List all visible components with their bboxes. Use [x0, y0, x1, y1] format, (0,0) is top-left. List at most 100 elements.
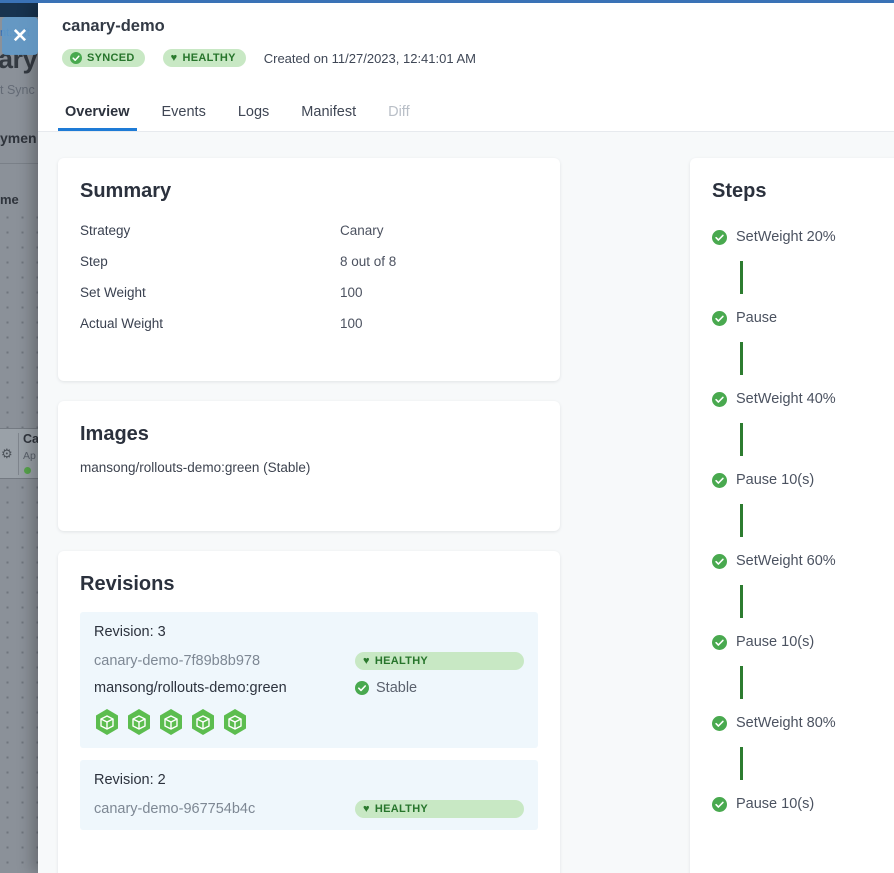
summary-label: Set Weight	[80, 285, 146, 300]
step-item: SetWeight 40%	[712, 391, 894, 407]
replicaset-health-badge: ♥ HEALTHY	[355, 800, 524, 818]
background-section-fragment: ymen	[0, 130, 37, 146]
summary-card-title: Summary	[80, 180, 172, 202]
summary-label: Actual Weight	[80, 316, 164, 331]
background-dot-grid	[0, 210, 38, 873]
step-label: Pause 10(s)	[736, 634, 815, 650]
background-card-fragment: ⚙ Ca Ap	[0, 428, 38, 479]
step-item: Pause 10(s)	[712, 634, 894, 650]
step-item: SetWeight 60%	[712, 553, 894, 569]
step-check-icon	[712, 229, 727, 245]
check-circle-icon	[355, 681, 369, 695]
summary-value: 8 out of 8	[340, 254, 397, 269]
green-status-dot	[24, 467, 31, 474]
image-item: mansong/rollouts-demo:green (Stable)	[80, 460, 311, 475]
step-item: Pause 10(s)	[712, 472, 894, 488]
step-connector	[740, 261, 743, 294]
tab-bar: Overview Events Logs Manifest Diff	[38, 95, 894, 132]
summary-row-set-weight: Set Weight 100	[80, 277, 538, 308]
step-item: SetWeight 80%	[712, 715, 894, 731]
tab-events[interactable]: Events	[161, 103, 206, 120]
step-item: Pause	[712, 310, 894, 326]
summary-row-strategy: Strategy Canary	[80, 215, 538, 246]
stable-indicator: Stable	[355, 680, 524, 696]
overview-tab-content: Summary Strategy Canary Step 8 out of 8 …	[38, 132, 894, 873]
background-page: nt:soft ary- t Sync ymen me ⚙ Ca Ap	[0, 0, 38, 873]
steps-card-title: Steps	[712, 180, 767, 202]
sync-status-badge: SYNCED	[62, 49, 145, 67]
step-item: Pause 10(s)	[712, 796, 894, 812]
step-connector	[740, 666, 743, 699]
summary-value: 100	[340, 316, 363, 331]
revisions-card: Revisions Revision: 3 canary-demo-7f89b8…	[58, 551, 560, 873]
pod-list	[94, 708, 524, 736]
revision-row-3: Revision: 3 canary-demo-7f89b8b978 ♥ HEA…	[80, 612, 538, 748]
summary-row-step: Step 8 out of 8	[80, 246, 538, 277]
step-label: SetWeight 20%	[736, 229, 836, 245]
step-label: SetWeight 80%	[736, 715, 836, 731]
pod-icon	[96, 709, 118, 735]
background-card-title-fragment: Ca	[23, 432, 38, 446]
health-status-badge: ♥ HEALTHY	[162, 49, 246, 67]
background-column-fragment: me	[0, 192, 19, 207]
step-connector	[740, 504, 743, 537]
step-label: SetWeight 60%	[736, 553, 836, 569]
summary-card: Summary Strategy Canary Step 8 out of 8 …	[58, 158, 560, 381]
heart-icon: ♥	[170, 51, 178, 64]
revision-image: mansong/rollouts-demo:green	[94, 680, 287, 696]
top-blue-bar	[0, 0, 894, 3]
gear-icon: ⚙	[1, 446, 13, 461]
tab-manifest[interactable]: Manifest	[301, 103, 357, 120]
step-connector	[740, 342, 743, 375]
step-check-icon	[712, 553, 727, 569]
pod-icon	[160, 709, 182, 735]
background-card-divider	[18, 433, 19, 475]
summary-label: Step	[80, 254, 108, 269]
step-check-icon	[712, 715, 727, 731]
tab-overview[interactable]: Overview	[58, 95, 137, 131]
summary-row-actual-weight: Actual Weight 100	[80, 308, 538, 339]
summary-label: Strategy	[80, 223, 131, 238]
heart-icon: ♥	[363, 802, 370, 815]
step-check-icon	[712, 472, 727, 488]
summary-value: Canary	[340, 223, 384, 238]
revision-name: Revision: 2	[94, 772, 166, 788]
close-panel-button[interactable]: ✕	[2, 17, 38, 55]
close-icon: ✕	[12, 25, 28, 47]
health-badge-label: HEALTHY	[374, 655, 429, 667]
pod-icon	[128, 709, 150, 735]
status-badge-row: SYNCED ♥ HEALTHY Created on 11/27/2023, …	[62, 49, 476, 67]
steps-list: SetWeight 20% Pause SetWeight 40% Pause 10(…	[712, 229, 894, 812]
page-title: canary-demo	[62, 17, 165, 35]
background-sync-fragment: t Sync	[0, 83, 35, 97]
step-connector	[740, 747, 743, 780]
revisions-card-title: Revisions	[80, 573, 175, 595]
tab-diff[interactable]: Diff	[388, 103, 410, 120]
revision-name: Revision: 3	[94, 624, 166, 640]
step-check-icon	[712, 310, 727, 326]
background-header-bar	[0, 3, 38, 17]
background-card-subtitle-fragment: Ap	[23, 450, 36, 462]
heart-icon: ♥	[363, 654, 370, 667]
revision-row-2: Revision: 2 canary-demo-967754b4c ♥ HEAL…	[80, 760, 538, 830]
step-check-icon	[712, 796, 727, 812]
replicaset-name: canary-demo-967754b4c	[94, 801, 256, 817]
pod-icon	[224, 709, 246, 735]
step-connector	[740, 423, 743, 456]
pod-icon	[192, 709, 214, 735]
check-circle-icon	[70, 52, 82, 64]
sync-badge-label: SYNCED	[87, 52, 135, 64]
step-item: SetWeight 20%	[712, 229, 894, 245]
replicaset-name: canary-demo-7f89b8b978	[94, 653, 261, 669]
step-check-icon	[712, 391, 727, 407]
step-label: SetWeight 40%	[736, 391, 836, 407]
tab-logs[interactable]: Logs	[237, 103, 270, 120]
health-badge-label: HEALTHY	[374, 803, 429, 815]
background-divider	[0, 163, 38, 164]
step-label: Pause	[736, 310, 778, 326]
step-connector	[740, 585, 743, 618]
health-badge-label: HEALTHY	[182, 52, 236, 64]
images-card-title: Images	[80, 423, 149, 445]
summary-value: 100	[340, 285, 363, 300]
rollout-detail-panel: canary-demo SYNCED ♥ HEALTHY Created on …	[38, 3, 894, 873]
